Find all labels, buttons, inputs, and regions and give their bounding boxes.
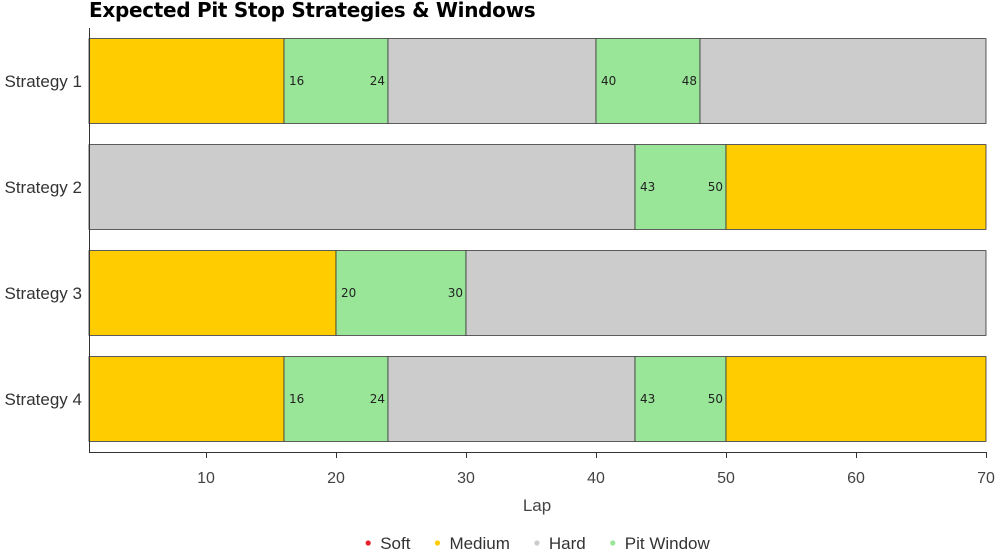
chart-title: Expected Pit Stop Strategies & Windows	[89, 0, 536, 22]
bar-segment-strategy-3-2-pit-window	[335, 250, 467, 336]
legend-marker-soft	[365, 540, 371, 546]
x-tick-label-40: 40	[587, 470, 605, 487]
legend: Soft Medium Hard Pit Window	[365, 534, 711, 551]
legend-label-pit-window: Pit Window	[625, 534, 711, 551]
legend-label-soft: Soft	[380, 534, 411, 551]
axes-layer	[89, 28, 986, 453]
bar-segment-strategy-4-5-medium	[725, 356, 987, 442]
x-tick-label-60: 60	[847, 470, 865, 487]
x-tick-label-20: 20	[327, 470, 345, 487]
bar-segment-strategy-1-3-hard	[387, 38, 597, 124]
y-tick-label-strategy-2: Strategy 2	[5, 178, 83, 197]
pit-window-end-label: 24	[370, 74, 385, 88]
bar-segment-strategy-4-4-pit-window	[634, 356, 727, 442]
legend-marker-hard	[534, 540, 540, 546]
ticks-layer: 10 20 30 40 50 60 70	[197, 452, 995, 487]
x-tick-label-30: 30	[457, 470, 475, 487]
bar-segment-strategy-3-3-hard	[465, 250, 987, 336]
bar-segment-strategy-4-1-medium	[88, 356, 285, 442]
pit-window-end-label: 48	[682, 74, 697, 88]
pit-window-start-label: 16	[289, 392, 304, 406]
pit-window-end-label: 30	[448, 286, 463, 300]
bar-segment-strategy-4-2-pit-window	[283, 356, 389, 442]
pit-window-start-label: 16	[289, 74, 304, 88]
pit-window-end-label: 50	[708, 180, 723, 194]
legend-label-hard: Hard	[549, 534, 586, 551]
pit-window-start-label: 43	[640, 180, 655, 194]
x-tick-label-70: 70	[977, 470, 995, 487]
bar-segment-strategy-4-3-hard	[387, 356, 636, 442]
y-tick-label-strategy-4: Strategy 4	[5, 390, 83, 409]
bar-segment-strategy-3-1-medium	[88, 250, 337, 336]
bar-segment-strategy-2-1-hard	[88, 144, 636, 230]
pit-window-end-label: 50	[708, 392, 723, 406]
y-tick-label-strategy-3: Strategy 3	[5, 284, 83, 303]
pit-window-end-label: 24	[370, 392, 385, 406]
bar-segment-strategy-1-1-medium	[88, 38, 285, 124]
pit-window-start-label: 40	[601, 74, 616, 88]
y-tick-label-strategy-1: Strategy 1	[5, 72, 83, 91]
x-tick-label-50: 50	[717, 470, 735, 487]
legend-label-medium: Medium	[449, 534, 509, 551]
bar-segment-strategy-1-4-pit-window	[595, 38, 701, 124]
bar-segment-strategy-2-3-medium	[725, 144, 987, 230]
bar-segment-strategy-1-5-hard	[699, 38, 987, 124]
pit-window-start-label: 43	[640, 392, 655, 406]
legend-marker-medium	[434, 540, 441, 546]
legend-marker-pit-window	[610, 540, 616, 546]
x-tick-label-10: 10	[197, 470, 215, 487]
bars-layer: Strategy 1 16 24 40 48 Strategy 2 43 50 Strategy…	[5, 38, 987, 442]
x-axis-title: Lap	[523, 496, 551, 515]
pit-window-start-label: 20	[341, 286, 356, 300]
